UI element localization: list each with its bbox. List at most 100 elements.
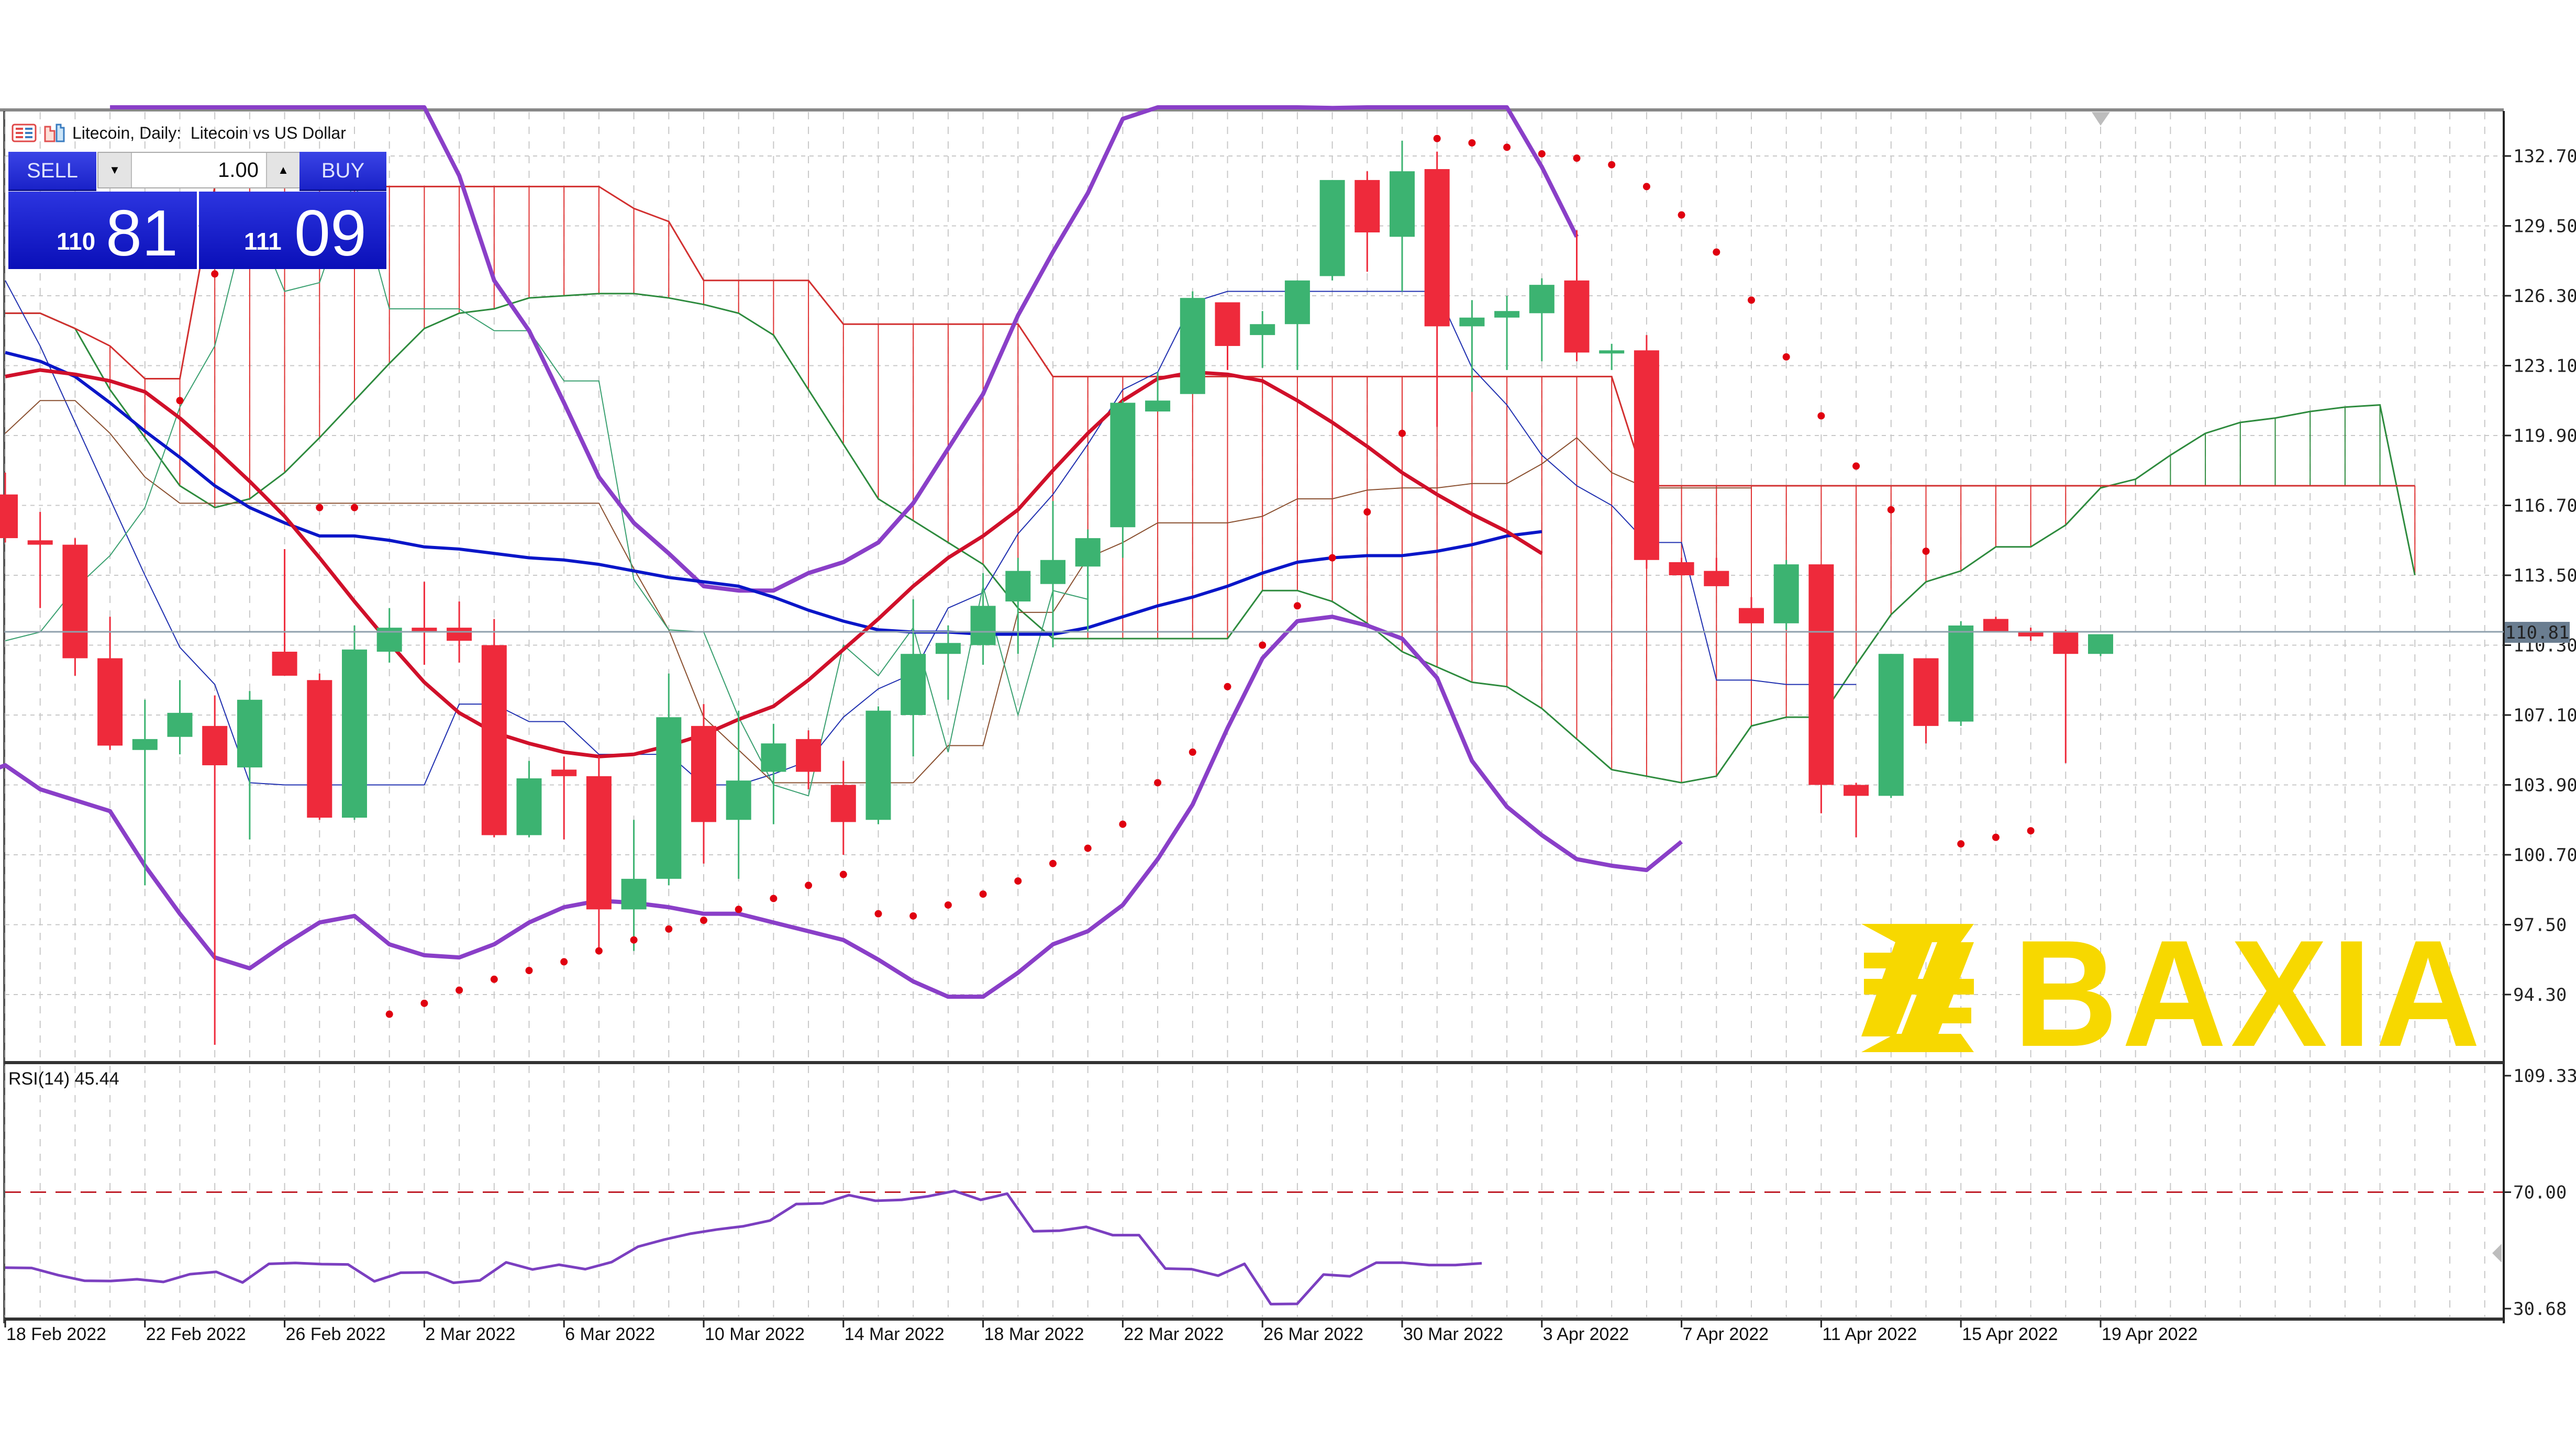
svg-text:132.70: 132.70 (2513, 146, 2576, 167)
candle (1284, 280, 1310, 370)
candle (342, 625, 367, 820)
candle (27, 512, 53, 608)
candle (1773, 560, 1799, 630)
candle (1180, 291, 1205, 394)
candle (412, 582, 437, 665)
rsi-label: RSI(14) 45.44 (8, 1069, 119, 1089)
sell-price-minor: 81 (106, 197, 178, 270)
candle (272, 549, 297, 676)
candle (132, 699, 158, 886)
svg-text:116.70: 116.70 (2513, 496, 2576, 517)
svg-text:30.68: 30.68 (2513, 1299, 2567, 1320)
buy-price-major: 111 (244, 228, 282, 255)
candle (551, 756, 577, 840)
candle (1354, 171, 1380, 272)
candle (307, 673, 332, 820)
svg-text:129.50: 129.50 (2513, 216, 2576, 237)
svg-text:94.30: 94.30 (2513, 985, 2567, 1006)
svg-text:22 Feb 2022: 22 Feb 2022 (146, 1324, 246, 1344)
svg-text:3 Apr 2022: 3 Apr 2022 (1543, 1324, 1629, 1344)
trade-panel-toggle-icon[interactable] (12, 122, 37, 143)
baxia-logo-text: BAXIA (2013, 909, 2484, 1078)
time-axis: 18 Feb 2022 22 Feb 2022 26 Feb 2022 2 Mar 2… (4, 1320, 2197, 1344)
candle (901, 599, 926, 757)
candle (1948, 621, 1974, 726)
buy-price-minor: 09 (294, 197, 367, 270)
sell-price-button[interactable]: 110 81 (8, 192, 197, 269)
candle (1669, 557, 1694, 575)
candle (1319, 180, 1345, 281)
candle (830, 761, 856, 855)
candle (1459, 300, 1485, 392)
svg-text:15 Apr 2022: 15 Apr 2022 (1962, 1324, 2058, 1344)
svg-text:7 Apr 2022: 7 Apr 2022 (1683, 1324, 1769, 1344)
candle (1599, 343, 1625, 370)
candle (0, 472, 18, 543)
price-axis: 132.70 129.50 126.30 123.10 119.90 116.70 113.… (2504, 146, 2576, 1320)
svg-text:103.90: 103.90 (2513, 775, 2576, 796)
chart-shift-marker-icon[interactable] (2092, 112, 2110, 126)
buy-price-button[interactable]: 111 09 (199, 192, 386, 269)
candle (1494, 296, 1520, 370)
one-click-trading-panel: SELL ▼ 1.00 ▲ BUY 110 81 111 09 (8, 152, 386, 269)
candle (62, 538, 88, 676)
lot-size-input[interactable]: 1.00 (218, 159, 259, 182)
lot-size-stepper[interactable]: ▼ 1.00 ▲ (97, 152, 301, 188)
candle (1808, 564, 1834, 813)
svg-text:14 Mar 2022: 14 Mar 2022 (845, 1324, 945, 1344)
baxia-logo: BAXIA (1861, 909, 2484, 1078)
svg-text:119.90: 119.90 (2513, 426, 2576, 447)
svg-text:123.10: 123.10 (2513, 356, 2576, 377)
svg-text:109.33: 109.33 (2513, 1066, 2576, 1087)
candle (2088, 634, 2113, 656)
svg-text:6 Mar 2022: 6 Mar 2022 (565, 1324, 655, 1344)
svg-text:26 Feb 2022: 26 Feb 2022 (286, 1324, 386, 1344)
buy-button[interactable]: BUY (299, 152, 386, 191)
candle (1005, 557, 1031, 654)
depth-of-market-icon[interactable] (42, 122, 67, 143)
candle (1075, 529, 1101, 632)
candle (1390, 140, 1415, 292)
current-price-tag (2505, 622, 2570, 643)
svg-text:113.50: 113.50 (2513, 565, 2576, 586)
lot-decrease-button[interactable]: ▼ (98, 153, 132, 187)
candle (1215, 302, 1240, 370)
candle (1424, 151, 1450, 427)
candle (796, 730, 821, 789)
candle (935, 625, 961, 700)
svg-text:26 Mar 2022: 26 Mar 2022 (1263, 1324, 1363, 1344)
rsi-scroll-marker-icon[interactable] (2492, 1244, 2502, 1263)
candle (1250, 311, 1275, 368)
candle (1739, 597, 1764, 623)
chart-title: Litecoin, Daily: Litecoin vs US Dollar (72, 123, 346, 142)
current-price-value: 110.81 (2505, 622, 2570, 643)
candle (1983, 617, 2008, 632)
lot-increase-button[interactable]: ▲ (266, 153, 299, 187)
svg-text:11 Apr 2022: 11 Apr 2022 (1822, 1324, 1917, 1344)
baxia-logo-icon (1861, 924, 1974, 1052)
candle (865, 706, 891, 824)
candle (1529, 278, 1555, 362)
candle (726, 710, 751, 879)
svg-text:10 Mar 2022: 10 Mar 2022 (705, 1324, 805, 1344)
svg-text:97.50: 97.50 (2513, 915, 2567, 936)
sell-price-major: 110 (57, 228, 96, 255)
candle (447, 601, 472, 663)
candle (1110, 400, 1136, 558)
candle (237, 691, 262, 840)
candle (1913, 658, 1939, 744)
candle (1634, 335, 1659, 569)
svg-text:100.70: 100.70 (2513, 845, 2576, 866)
candle (1040, 501, 1065, 648)
candle (202, 695, 228, 1045)
candle (691, 704, 716, 864)
candle (2018, 628, 2044, 641)
candle (481, 619, 507, 838)
candle (1564, 230, 1590, 362)
sell-button[interactable]: SELL (8, 152, 96, 191)
candlesticks (0, 140, 2113, 1045)
candle (1878, 654, 1904, 798)
svg-text:18 Mar 2022: 18 Mar 2022 (984, 1324, 1084, 1344)
candle (1844, 783, 1869, 838)
